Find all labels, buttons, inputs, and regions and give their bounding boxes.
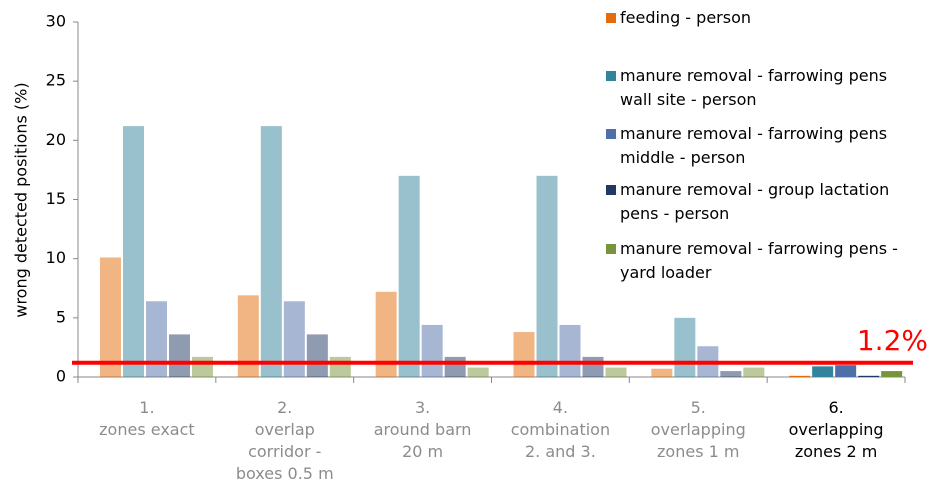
bar [651,368,673,377]
x-tick-label: boxes 0.5 m [236,464,334,483]
y-tick-label: 20 [46,130,66,149]
x-tick-label: overlap [255,420,315,439]
bar [743,367,765,377]
bar [260,126,282,377]
legend-label: manure removal - farrowing pens wall sit… [620,66,888,109]
bar [123,126,144,377]
y-axis-label: wrong detected positions (%) [12,82,31,317]
x-tick-label: 2. and 3. [525,442,596,461]
bar [605,367,627,377]
legend-swatch [606,129,616,139]
bar [513,332,535,377]
reference-label: 1.2% [857,324,928,357]
legend-swatch [606,185,616,195]
bar [559,324,581,377]
bar [306,334,328,377]
bar [720,371,742,377]
x-tick-label: corridor - [248,442,321,461]
y-tick-label: 25 [46,71,66,90]
x-tick-label: around barn [374,420,472,439]
bar [283,301,305,377]
bar [146,301,167,377]
x-tick-label: 6. [828,398,843,417]
bar [192,356,213,377]
y-tick-label: 30 [46,12,66,31]
x-tick-label: zones 2 m [795,442,877,461]
legend-entry: manure removal - farrowing pens - yard l… [606,237,920,285]
y-tick-label: 10 [46,248,66,267]
legend-swatch [606,71,616,81]
x-tick-label: 5. [691,398,706,417]
bar [536,175,558,377]
bar [421,324,443,377]
x-tick-label: 4. [553,398,568,417]
y-tick-label: 0 [56,367,66,386]
bar [858,375,880,377]
bar [674,317,696,377]
bar [467,367,489,377]
bar [881,371,903,377]
legend-label: manure removal - group lactation pens - … [620,180,890,223]
bar [398,175,420,377]
legend-label: feeding - person [620,8,752,27]
x-tick-label: 3. [415,398,430,417]
x-tick-label: combination [511,420,610,439]
bar [169,334,190,377]
y-tick-label: 5 [56,307,66,326]
bar [237,295,259,377]
x-tick-label: 20 m [402,442,443,461]
legend-label: manure removal - farrowing pens middle -… [620,124,888,167]
bar [375,291,397,377]
x-tick-label: overlapping [651,420,746,439]
legend-label: manure removal - farrowing pens - yard l… [620,239,898,282]
legend-entry: manure removal - farrowing pens wall sit… [606,64,920,112]
x-tick-label: 2. [277,398,292,417]
bar [582,356,604,377]
y-tick-label: 15 [46,189,66,208]
x-tick-label: overlapping [789,420,884,439]
bar [789,375,811,377]
legend-entry: feeding - person [606,6,920,30]
bar [812,366,834,377]
legend-swatch [606,13,616,23]
bar [444,356,466,377]
bar [835,365,857,377]
bar [329,356,351,377]
legend-swatch [606,244,616,254]
x-tick-label: zones exact [99,420,195,439]
x-tick-label: zones 1 m [657,442,739,461]
x-tick-label: 1. [139,398,154,417]
legend-entry: manure removal - group lactation pens - … [606,178,920,226]
legend-entry: manure removal - farrowing pens middle -… [606,122,920,170]
bar [100,257,121,377]
